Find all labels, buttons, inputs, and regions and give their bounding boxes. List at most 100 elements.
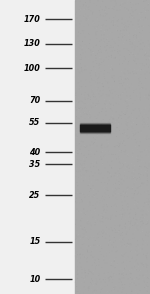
Point	[129, 280, 132, 285]
Point	[147, 166, 149, 171]
Point	[148, 54, 150, 59]
Point	[134, 213, 136, 218]
Point	[96, 103, 99, 107]
Point	[134, 53, 137, 58]
Point	[126, 174, 128, 179]
Point	[77, 199, 79, 203]
Point	[75, 196, 78, 201]
Point	[122, 176, 125, 181]
Point	[131, 94, 134, 99]
Point	[75, 19, 77, 23]
Point	[129, 211, 131, 216]
Point	[137, 36, 140, 41]
Point	[111, 30, 113, 35]
Point	[87, 4, 90, 9]
Point	[76, 152, 78, 157]
Point	[128, 104, 131, 109]
Point	[92, 257, 94, 262]
Point	[137, 96, 140, 101]
Point	[142, 68, 144, 73]
Point	[90, 188, 92, 193]
Point	[85, 44, 88, 48]
Point	[134, 31, 136, 36]
Point	[115, 283, 117, 288]
Point	[139, 133, 142, 138]
Point	[85, 68, 87, 72]
Point	[77, 36, 80, 41]
Point	[81, 106, 84, 111]
Point	[139, 10, 142, 15]
Point	[137, 246, 140, 250]
Point	[105, 225, 108, 230]
Point	[98, 74, 100, 79]
Point	[134, 168, 136, 172]
Point	[113, 4, 115, 9]
Point	[124, 143, 126, 148]
Point	[87, 183, 89, 188]
Point	[98, 122, 100, 126]
Point	[127, 242, 129, 247]
Point	[147, 101, 150, 105]
Point	[93, 140, 96, 145]
Point	[98, 155, 101, 159]
Point	[144, 135, 146, 140]
Point	[120, 77, 123, 82]
Point	[112, 10, 114, 15]
Point	[118, 179, 120, 184]
Point	[136, 44, 138, 49]
Point	[128, 243, 130, 248]
Point	[145, 201, 147, 206]
Point	[149, 159, 150, 164]
Point	[105, 92, 107, 97]
Point	[144, 76, 147, 81]
Point	[90, 150, 93, 155]
Point	[133, 223, 136, 228]
Point	[82, 3, 85, 7]
Point	[112, 49, 114, 54]
Point	[127, 0, 129, 3]
Point	[93, 26, 96, 31]
Point	[138, 86, 141, 91]
Point	[147, 209, 150, 214]
Point	[128, 52, 131, 57]
Point	[131, 191, 133, 196]
Point	[105, 229, 107, 234]
Point	[144, 45, 146, 50]
Point	[94, 43, 97, 48]
Point	[144, 5, 146, 10]
Point	[113, 271, 115, 276]
Point	[86, 250, 89, 255]
Point	[78, 214, 80, 219]
Point	[104, 195, 106, 200]
Point	[112, 192, 115, 197]
Point	[79, 252, 81, 256]
Point	[119, 132, 122, 136]
Point	[99, 151, 101, 156]
Point	[122, 162, 124, 167]
Point	[111, 74, 113, 78]
Point	[96, 203, 99, 208]
Point	[105, 37, 108, 42]
Point	[113, 28, 115, 33]
Point	[76, 148, 78, 153]
Point	[94, 238, 96, 243]
Point	[131, 154, 134, 159]
Point	[95, 56, 97, 61]
Point	[76, 272, 78, 277]
Point	[106, 108, 109, 112]
Point	[93, 20, 95, 25]
Point	[148, 199, 150, 204]
Point	[111, 115, 113, 120]
Bar	[80, 124, 110, 125]
Point	[106, 62, 108, 66]
Point	[84, 277, 86, 282]
Point	[85, 84, 87, 89]
Point	[146, 83, 148, 88]
Point	[120, 181, 122, 186]
Point	[148, 75, 150, 80]
Point	[119, 277, 122, 282]
Point	[87, 268, 90, 272]
Point	[105, 236, 107, 240]
Point	[129, 246, 131, 251]
Point	[74, 19, 76, 24]
